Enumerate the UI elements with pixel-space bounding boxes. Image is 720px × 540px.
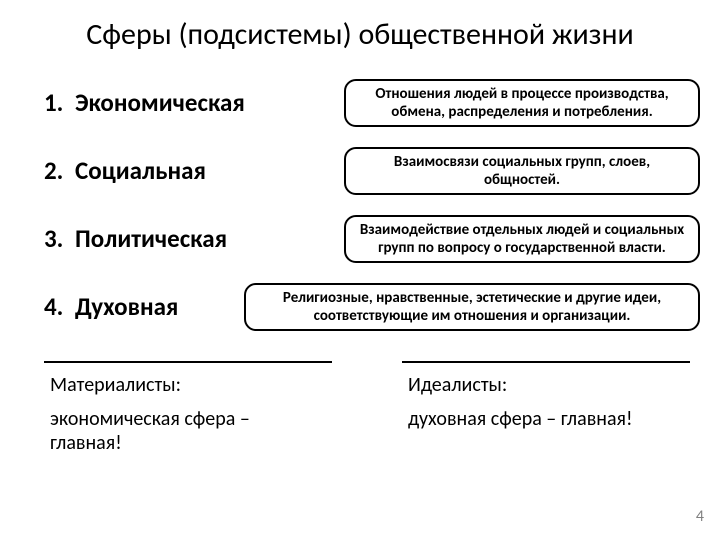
idealists-column: Идеалисты: духовная сфера – главная! [402,361,690,455]
column-label: Материалисты: [50,373,326,397]
item-number: 1. [44,87,63,118]
sphere-name: 1. Экономическая [44,87,344,118]
list-item: 4. Духовная Религиозные, нравственные, э… [0,273,720,341]
bottom-comparison: Материалисты: экономическая сфера – глав… [0,341,720,455]
item-title: Духовная [75,291,178,322]
item-number: 4. [44,291,63,322]
sphere-name: 4. Духовная [44,291,264,322]
sphere-name: 3. Политическая [44,223,344,254]
sphere-name: 2. Социальная [44,155,344,186]
spheres-list: 1. Экономическая Отношения людей в проце… [0,61,720,341]
list-item: 2. Социальная Взаимосвязи социальных гру… [0,137,720,205]
materialists-column: Материалисты: экономическая сфера – глав… [44,361,332,455]
definition-box: Взаимодействие отдельных людей и социаль… [344,215,700,263]
item-number: 3. [44,223,63,254]
slide-title: Сферы (подсистемы) общественной жизни [0,0,720,61]
list-item: 3. Политическая Взаимодействие отдельных… [0,205,720,273]
list-item: 1. Экономическая Отношения людей в проце… [0,69,720,137]
page-number: 4 [696,507,704,526]
column-claim: духовная сфера – главная! [408,407,684,431]
item-number: 2. [44,155,63,186]
item-title: Социальная [75,155,206,186]
column-label: Идеалисты: [408,373,684,397]
item-title: Политическая [75,223,227,254]
definition-box: Взаимосвязи социальных групп, слоев, общ… [344,147,700,195]
definition-box: Отношения людей в процессе производства,… [344,79,700,127]
definition-box: Религиозные, нравственные, эстетические … [244,283,700,331]
column-claim: экономическая сфера – главная! [50,407,326,455]
item-title: Экономическая [75,87,245,118]
